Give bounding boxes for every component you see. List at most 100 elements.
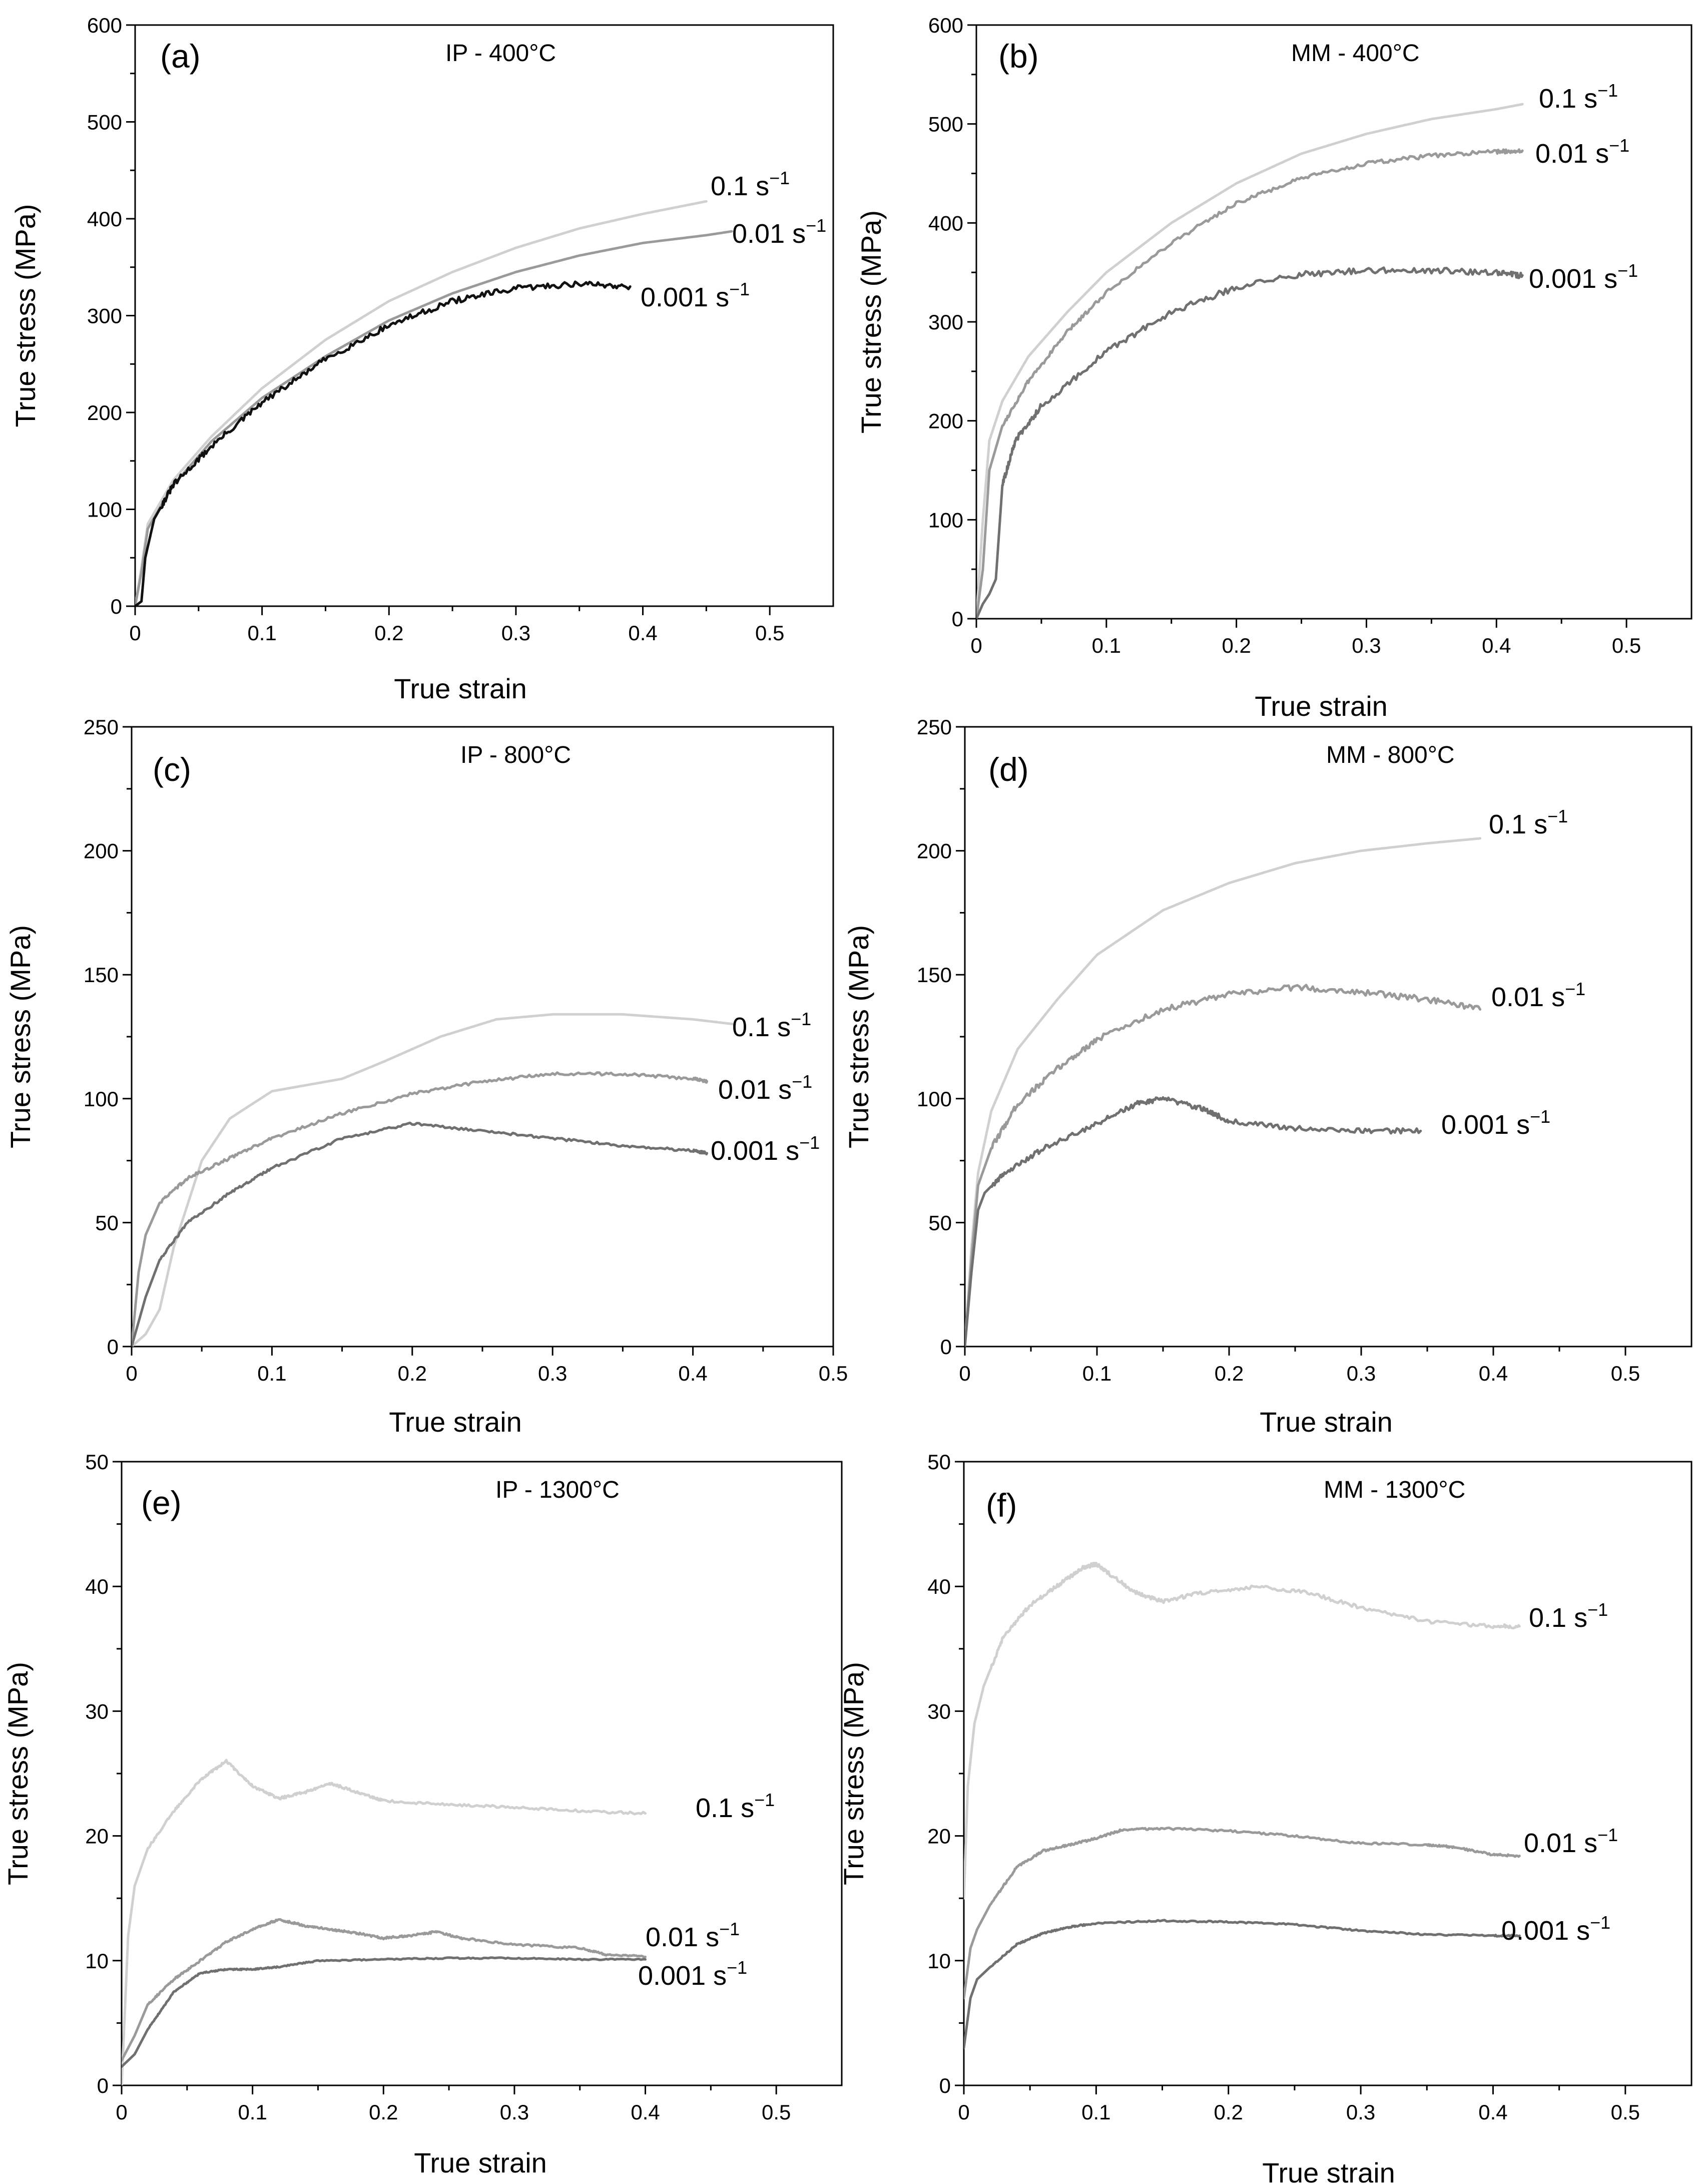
series-label-exponent: −1	[792, 1071, 812, 1092]
y-tick-label: 600	[87, 14, 122, 37]
series-label: 0.1 s−1	[711, 168, 790, 201]
series-label: 0.1 s−1	[1489, 806, 1568, 839]
x-tick-label: 0.4	[628, 621, 657, 645]
series-label: 0.1 s−1	[732, 1009, 811, 1042]
series-label-text: 0.001 s	[1529, 264, 1617, 294]
x-tick-label: 0.2	[374, 621, 403, 645]
series-label: 0.01 s−1	[1535, 135, 1629, 169]
x-tick-label: 0.3	[1347, 1362, 1376, 1385]
series-label: 0.001 s−1	[711, 1132, 820, 1166]
panel-label: (b)	[998, 38, 1039, 75]
series-label: 0.001 s−1	[638, 1957, 747, 1991]
panel-title: MM - 800°C	[1326, 742, 1455, 768]
x-axis-title: True strain	[414, 2147, 547, 2178]
y-tick-label: 300	[928, 310, 963, 334]
series-label: 0.001 s−1	[641, 279, 750, 312]
y-tick-label: 600	[928, 14, 963, 37]
plot-frame	[122, 1462, 842, 2085]
series-line-0p1	[132, 1014, 735, 1347]
plot-frame	[135, 25, 833, 606]
x-tick-label: 0.1	[1092, 634, 1121, 657]
y-tick-label: 40	[927, 1575, 951, 1598]
chart-panel-f: 0 0.1 0.2 0.3 0.4 0.501020304050True strainTr…	[838, 1450, 1691, 2184]
chart-panel-d: 0 0.1 0.2 0.3 0.4 0.5050100150200250True stra…	[843, 715, 1691, 1438]
x-tick-label: 0.2	[398, 1362, 427, 1385]
y-tick-label: 30	[85, 1699, 109, 1723]
x-tick-label: 0.1	[1081, 2100, 1110, 2124]
y-axis-title: True stress (MPa)	[5, 925, 36, 1148]
y-tick-label: 150	[917, 963, 952, 987]
x-tick-label: 0.1	[257, 1362, 286, 1385]
series-label-exponent: −1	[1565, 979, 1585, 999]
x-tick-label: 0	[116, 2100, 127, 2124]
series-line-0p1	[135, 201, 706, 606]
y-tick-label: 20	[927, 1825, 951, 1848]
x-axis-title: True strain	[1262, 2157, 1395, 2184]
x-axis-title: True strain	[394, 673, 527, 704]
y-tick-label: 0	[939, 2074, 951, 2097]
series-label-exponent: −1	[806, 215, 826, 236]
series-label-exponent: −1	[1597, 80, 1618, 101]
figure: 0 0.1 0.2 0.3 0.4 0.50100200300400500600True …	[0, 0, 1704, 2184]
y-tick-label: 100	[917, 1087, 952, 1111]
series-label-text: 0.001 s	[711, 1136, 799, 1166]
panel-title: MM - 1300°C	[1324, 1477, 1465, 1503]
series-label-text: 0.001 s	[638, 1961, 727, 1991]
panel-label: (a)	[160, 38, 201, 75]
series-label-text: 0.001 s	[1441, 1110, 1530, 1140]
series-line-0p001	[122, 1958, 646, 2067]
y-tick-label: 0	[940, 1335, 952, 1359]
x-tick-label: 0.3	[1346, 2100, 1375, 2124]
series-label-text: 0.01 s	[1491, 982, 1565, 1012]
x-tick-label: 0.4	[1478, 2100, 1507, 2124]
y-tick-label: 200	[84, 839, 119, 863]
series-line-0p1	[964, 1563, 1519, 1898]
series-line-0p01	[122, 1920, 646, 2061]
series-label-exponent: −1	[729, 279, 750, 299]
y-tick-label: 250	[84, 715, 119, 739]
x-tick-label: 0.4	[1482, 634, 1511, 657]
series-line-0p1	[122, 1760, 646, 2085]
y-tick-label: 100	[928, 508, 963, 532]
y-tick-label: 200	[928, 409, 963, 433]
series-label-exponent: −1	[1617, 260, 1638, 281]
x-tick-label: 0.5	[762, 2100, 791, 2124]
panel-title: IP - 400°C	[445, 40, 556, 67]
series-label-text: 0.1 s	[711, 171, 769, 201]
series-line-0p01	[976, 150, 1522, 619]
y-tick-label: 100	[84, 1087, 119, 1111]
series-line-0p001	[132, 1123, 707, 1347]
series-label-exponent: −1	[791, 1009, 811, 1029]
plot-frame	[132, 727, 833, 1347]
series-label: 0.01 s−1	[646, 1919, 740, 1952]
x-tick-label: 0.3	[1352, 634, 1381, 657]
x-tick-label: 0.3	[500, 2100, 529, 2124]
series-label-text: 0.1 s	[696, 1793, 754, 1823]
x-tick-label: 0.2	[1214, 2100, 1243, 2124]
series-label-text: 0.1 s	[1539, 84, 1597, 114]
x-tick-label: 0.3	[501, 621, 530, 645]
series-label: 0.01 s−1	[1524, 1825, 1618, 1858]
y-tick-label: 50	[95, 1211, 119, 1234]
x-tick-label: 0.2	[369, 2100, 398, 2124]
panel-title: IP - 800°C	[460, 742, 571, 768]
x-axis-title: True strain	[389, 1406, 522, 1438]
y-tick-label: 400	[87, 207, 122, 231]
y-tick-label: 250	[917, 715, 952, 739]
series-label: 0.1 s−1	[696, 1790, 775, 1823]
y-tick-label: 50	[928, 1211, 952, 1234]
panel-label: (d)	[988, 751, 1029, 788]
series-label-exponent: −1	[1547, 806, 1568, 826]
panel-label: (c)	[153, 751, 191, 788]
y-axis-title: True stress (MPa)	[2, 1662, 34, 1885]
series-line-0p001	[965, 1097, 1421, 1347]
x-tick-label: 0.4	[631, 2100, 660, 2124]
series-label-exponent: −1	[1597, 1825, 1618, 1845]
y-tick-label: 300	[87, 304, 122, 328]
series-label-exponent: −1	[1530, 1106, 1550, 1127]
series-label: 0.1 s−1	[1539, 80, 1618, 114]
series-label: 0.001 s−1	[1441, 1106, 1550, 1140]
y-axis-title: True stress (MPa)	[838, 1662, 869, 1885]
y-tick-label: 10	[85, 1949, 109, 1973]
plot-frame	[964, 1462, 1691, 2085]
